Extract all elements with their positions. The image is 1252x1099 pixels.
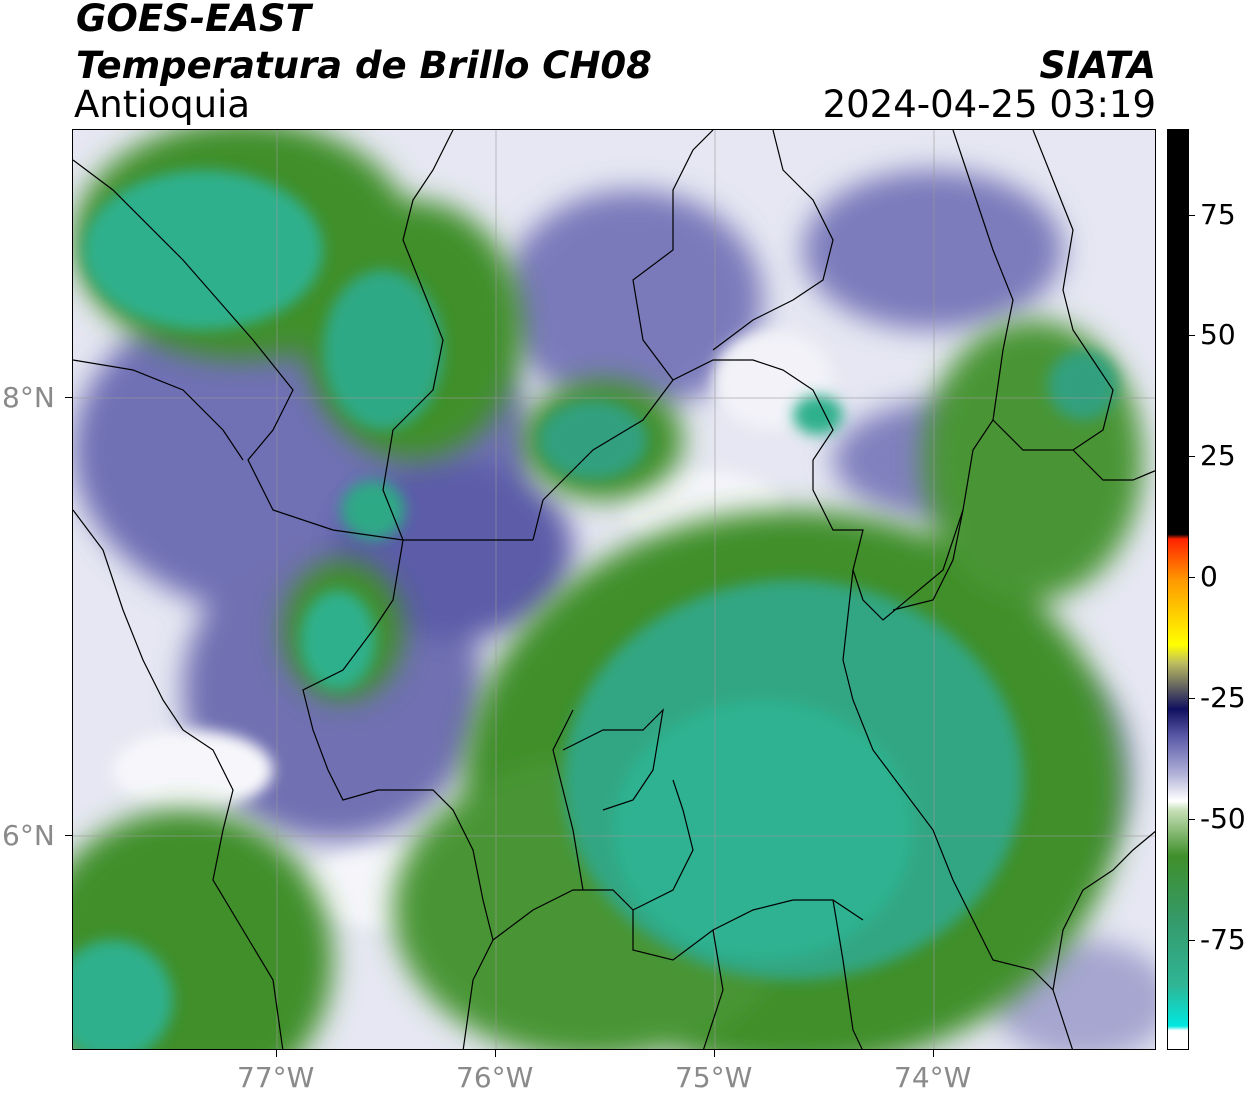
lon-label-75: 75°W (675, 1061, 753, 1094)
lon-tick-77 (276, 1050, 277, 1057)
lat-label-8: 8°N (2, 381, 55, 414)
brightness-temperature-map (72, 129, 1156, 1050)
lon-tick-76 (495, 1050, 496, 1057)
lon-tick-74 (933, 1050, 934, 1057)
colorbar-label-neg25: -25 (1200, 681, 1246, 714)
colorbar-label-neg75: -75 (1200, 923, 1246, 956)
colorbar-label-25: 25 (1200, 439, 1236, 472)
region-label: Antioquia (74, 83, 251, 126)
map-canvas (73, 130, 1155, 1049)
colorbar-label-75: 75 (1200, 198, 1236, 231)
colorbar-tick-25 (1189, 456, 1195, 457)
lon-label-74: 74°W (894, 1061, 972, 1094)
colorbar-tick-50 (1189, 335, 1195, 336)
colorbar-label-50: 50 (1200, 318, 1236, 351)
administrative-boundaries (73, 130, 1155, 1049)
graticule-lines (73, 130, 1155, 1049)
lat-label-6: 6°N (2, 819, 55, 852)
colorbar-tick-neg25 (1189, 698, 1195, 699)
colorbar-tick-neg50 (1189, 819, 1195, 820)
colorbar-tick-0 (1189, 577, 1195, 578)
lon-tick-75 (714, 1050, 715, 1057)
lon-label-76: 76°W (456, 1061, 534, 1094)
lat-tick-6 (65, 835, 72, 836)
institution-label: SIATA (1039, 44, 1156, 87)
colorbar-tick-75 (1189, 215, 1195, 216)
colorbar-tick-neg75 (1189, 940, 1195, 941)
colorbar-label-neg50: -50 (1200, 802, 1246, 835)
colorbar-label-0: 0 (1200, 560, 1218, 593)
product-title: Temperatura de Brillo CH08 (76, 44, 652, 87)
temperature-colorbar (1167, 129, 1189, 1050)
datetime-label: 2024-04-25 03:19 (822, 83, 1156, 126)
lat-tick-8 (65, 397, 72, 398)
satellite-title: GOES-EAST (76, 0, 311, 40)
lon-label-77: 77°W (237, 1061, 315, 1094)
